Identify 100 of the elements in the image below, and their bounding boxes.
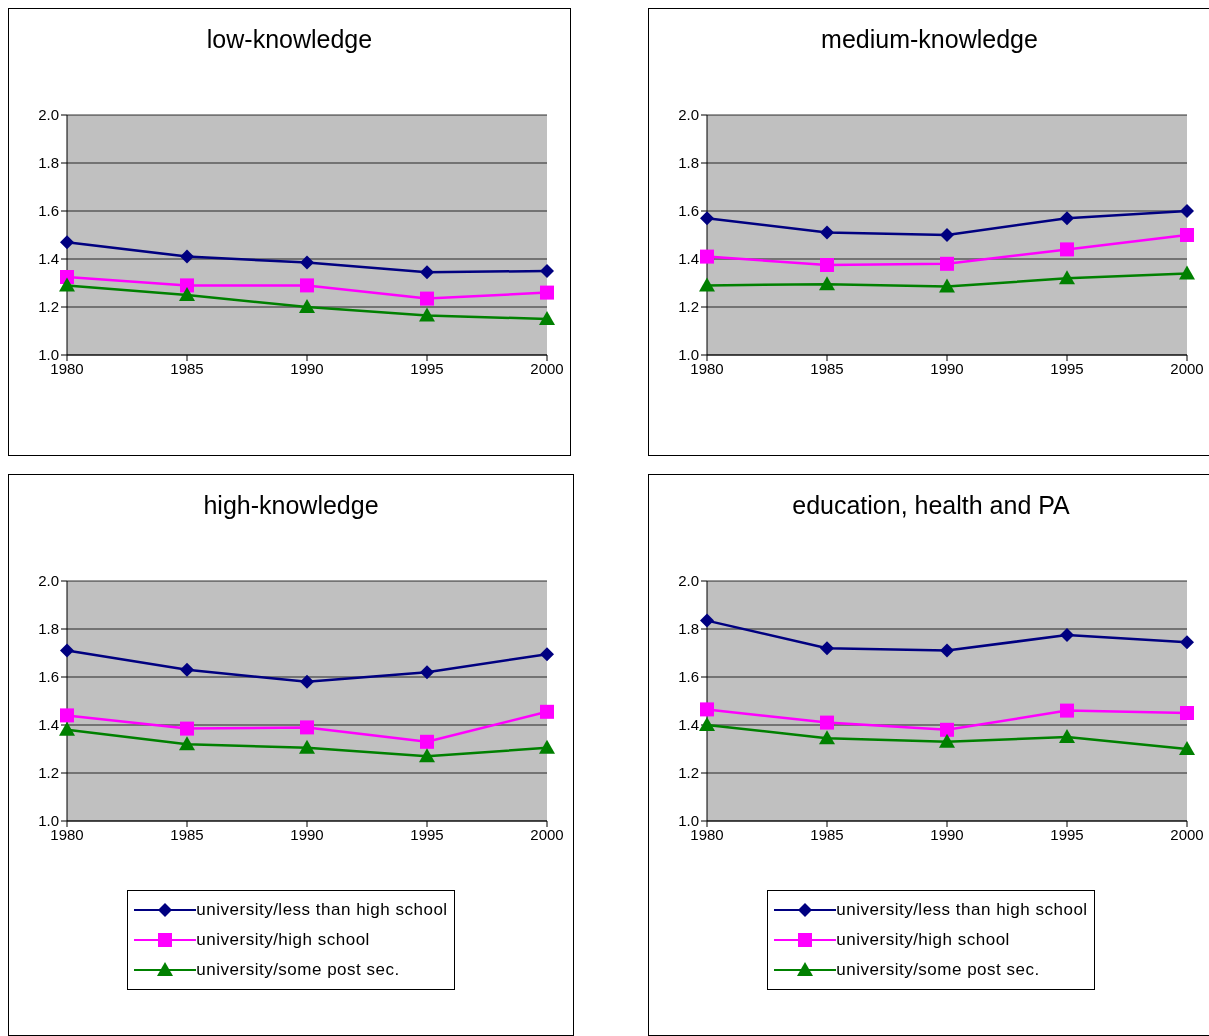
point (299, 739, 315, 754)
y-tick-label: 1.6 (678, 202, 699, 220)
point (820, 641, 834, 656)
point (540, 264, 554, 278)
x-tick-label: 2000 (530, 825, 564, 843)
point (700, 249, 714, 264)
point (60, 643, 74, 658)
point (1180, 228, 1194, 242)
y-tick-label: 1.4 (678, 250, 699, 268)
point (59, 721, 75, 736)
point (700, 702, 714, 717)
point (300, 278, 314, 293)
point (420, 265, 434, 280)
point (1060, 703, 1074, 718)
point (540, 285, 554, 300)
y-tick-label: 1.6 (678, 668, 699, 686)
y-tick-label: 1.8 (38, 154, 59, 172)
point (819, 276, 835, 291)
point (419, 307, 435, 322)
point (420, 665, 434, 680)
legend-label: university/some post sec. (836, 960, 1040, 980)
y-tick-label: 1.2 (678, 764, 699, 782)
point (1180, 204, 1194, 218)
x-tick-label: 1990 (930, 359, 964, 377)
x-tick-label: 1995 (410, 825, 444, 843)
y-tick-label: 1.2 (678, 298, 699, 316)
point (179, 736, 195, 751)
y-tick-label: 1.6 (38, 202, 59, 220)
point (940, 722, 954, 737)
chart-title: education, health and PA (791, 491, 1071, 521)
point (1179, 265, 1195, 280)
point (699, 277, 715, 292)
y-tick-label: 1.8 (678, 620, 699, 638)
chart-title: low-knowledge (205, 25, 374, 55)
legend-label: university/high school (196, 930, 370, 950)
y-tick-label: 1.6 (38, 668, 59, 686)
point (419, 748, 435, 763)
point (820, 715, 834, 730)
point (700, 211, 714, 226)
point (60, 708, 74, 723)
point (700, 613, 714, 628)
y-tick-label: 2.0 (678, 572, 699, 590)
point (299, 299, 315, 313)
point (300, 255, 314, 270)
x-tick-label: 1985 (170, 825, 204, 843)
point (540, 647, 554, 662)
legend-label: university/high school (836, 930, 1010, 950)
x-tick-label: 1985 (170, 359, 204, 377)
legend-label: university/less than high school (836, 900, 1088, 920)
point (420, 291, 434, 306)
point (940, 256, 954, 271)
point (180, 249, 194, 264)
point (939, 733, 955, 748)
point (939, 278, 955, 293)
point (820, 258, 834, 272)
x-tick-label: 1995 (1050, 359, 1084, 377)
x-tick-label: 1990 (290, 825, 324, 843)
point (1060, 211, 1074, 226)
x-tick-label: 1985 (810, 825, 844, 843)
point (300, 674, 314, 689)
chart-title: medium-knowledge (820, 25, 1039, 55)
point (420, 734, 434, 749)
point (1180, 635, 1194, 650)
point (180, 721, 194, 736)
y-tick-label: 1.4 (38, 716, 59, 734)
x-tick-label: 2000 (530, 359, 564, 377)
point (1060, 242, 1074, 257)
y-tick-label: 1.2 (38, 764, 59, 782)
y-tick-label: 2.0 (38, 572, 59, 590)
x-tick-label: 1995 (1050, 825, 1084, 843)
y-tick-label: 1.8 (38, 620, 59, 638)
y-tick-label: 2.0 (678, 106, 699, 124)
point (820, 225, 834, 240)
point (59, 277, 75, 292)
legend-label: university/less than high school (196, 900, 448, 920)
point (1180, 706, 1194, 720)
point (1179, 741, 1195, 755)
x-tick-label: 2000 (1170, 359, 1204, 377)
x-tick-label: 2000 (1170, 825, 1204, 843)
point (940, 643, 954, 658)
chart-title: high-knowledge (202, 491, 380, 521)
x-tick-label: 1990 (930, 825, 964, 843)
point (539, 311, 555, 325)
legend-label: university/some post sec. (196, 960, 400, 980)
point (179, 287, 195, 301)
x-tick-label: 1990 (290, 359, 324, 377)
point (819, 730, 835, 745)
y-tick-label: 1.2 (38, 298, 59, 316)
point (1059, 270, 1075, 285)
y-tick-label: 2.0 (38, 106, 59, 124)
point (540, 704, 554, 719)
point (940, 228, 954, 242)
point (539, 739, 555, 754)
x-tick-label: 1995 (410, 359, 444, 377)
point (180, 662, 194, 677)
point (1060, 628, 1074, 642)
point (1059, 729, 1075, 743)
y-tick-label: 1.8 (678, 154, 699, 172)
point (300, 720, 314, 735)
point (60, 235, 74, 250)
